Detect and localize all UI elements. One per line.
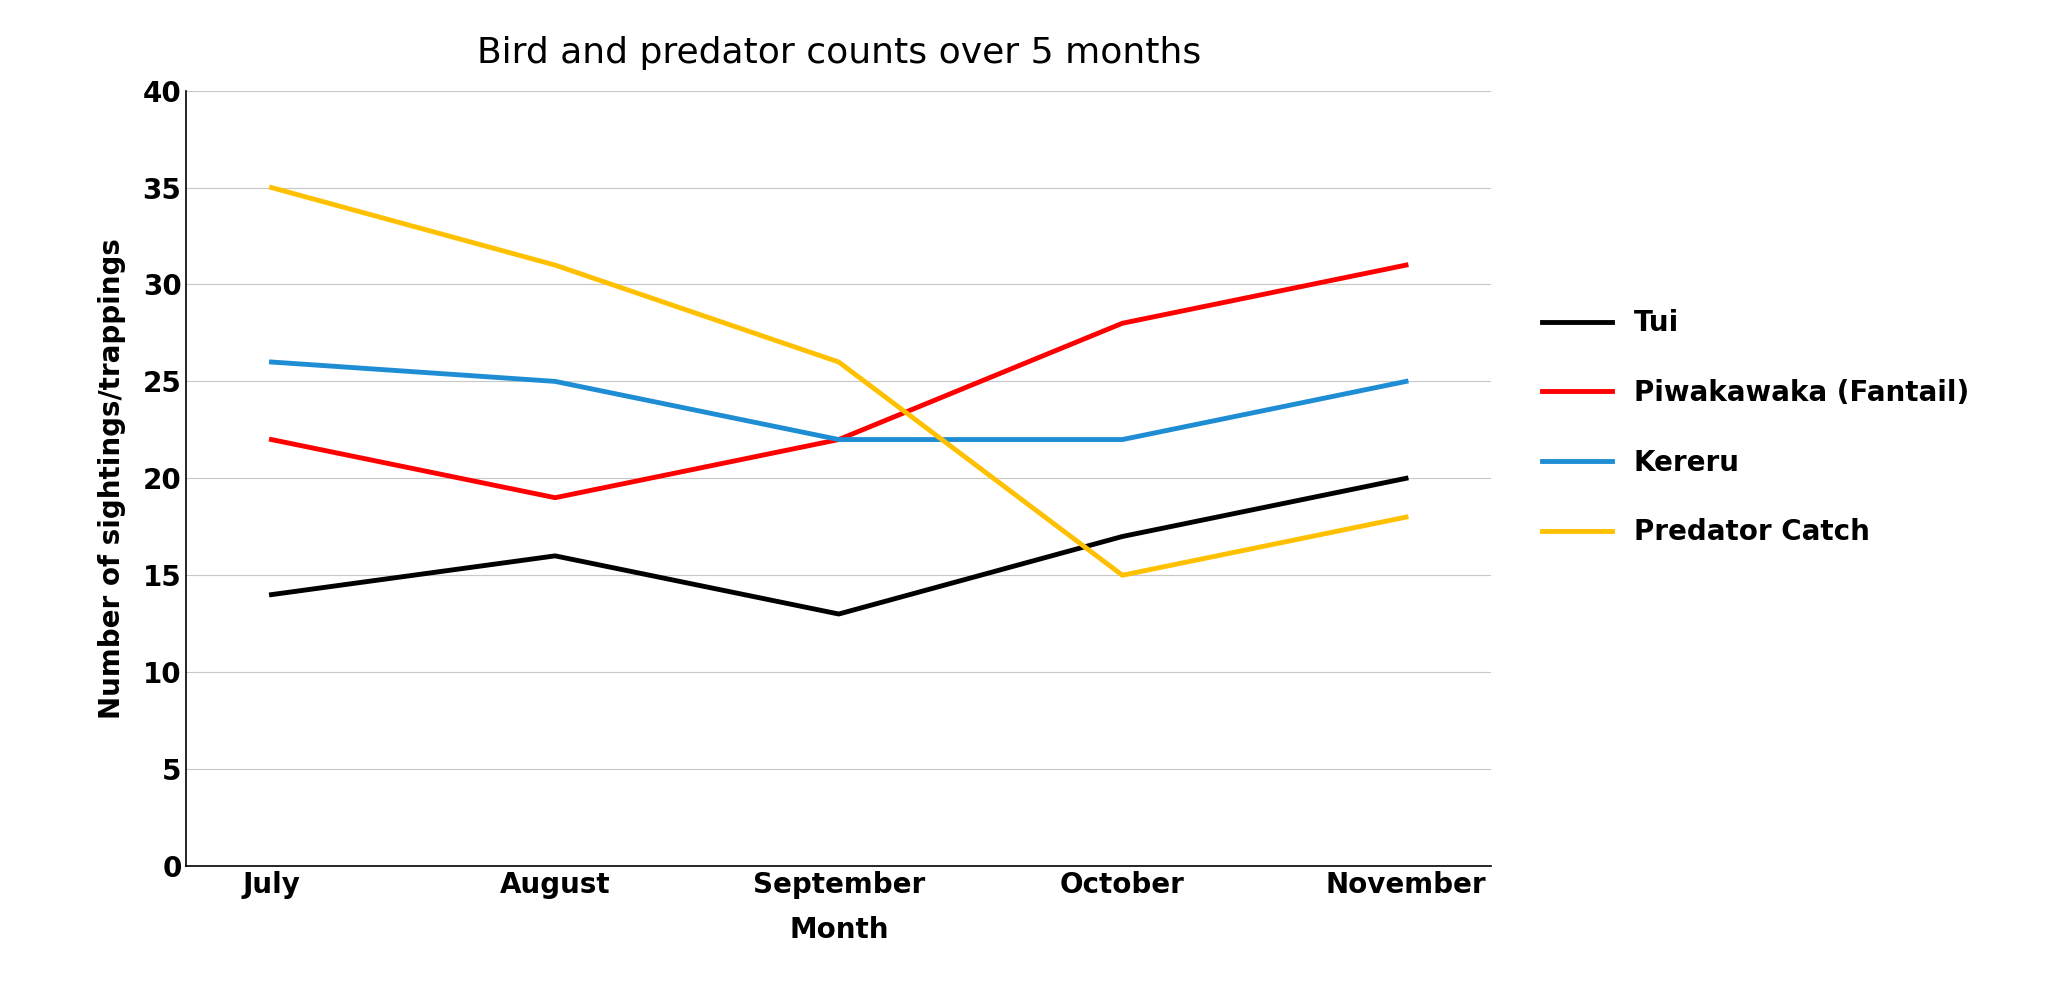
X-axis label: Month: Month [789,915,888,944]
Tui [259,588,284,600]
Predator Catch [543,259,567,271]
Line: Kereru: Kereru [271,362,1406,439]
Piwakawaka (Fantail) [826,433,851,445]
Predator Catch [1110,569,1135,581]
Tui [1394,472,1419,484]
Predator Catch [826,355,851,368]
Line: Piwakawaka (Fantail): Piwakawaka (Fantail) [271,265,1406,497]
Piwakawaka (Fantail) [1110,317,1135,329]
Piwakawaka (Fantail) [259,433,284,445]
Predator Catch [1394,512,1419,524]
Tui [826,608,851,620]
Kereru [259,355,284,368]
Legend: Tui, Piwakawaka (Fantail), Kereru, Predator Catch: Tui, Piwakawaka (Fantail), Kereru, Preda… [1530,298,1980,558]
Kereru [826,433,851,445]
Tui [1110,531,1135,543]
Kereru [1110,433,1135,445]
Line: Predator Catch: Predator Catch [271,187,1406,575]
Kereru [543,376,567,388]
Kereru [1394,376,1419,388]
Tui [543,550,567,562]
Title: Bird and predator counts over 5 months: Bird and predator counts over 5 months [476,36,1201,69]
Piwakawaka (Fantail) [1394,259,1419,271]
Predator Catch [259,181,284,193]
Y-axis label: Number of sightings/trappings: Number of sightings/trappings [97,238,126,719]
Line: Tui: Tui [271,478,1406,614]
Piwakawaka (Fantail) [543,491,567,504]
